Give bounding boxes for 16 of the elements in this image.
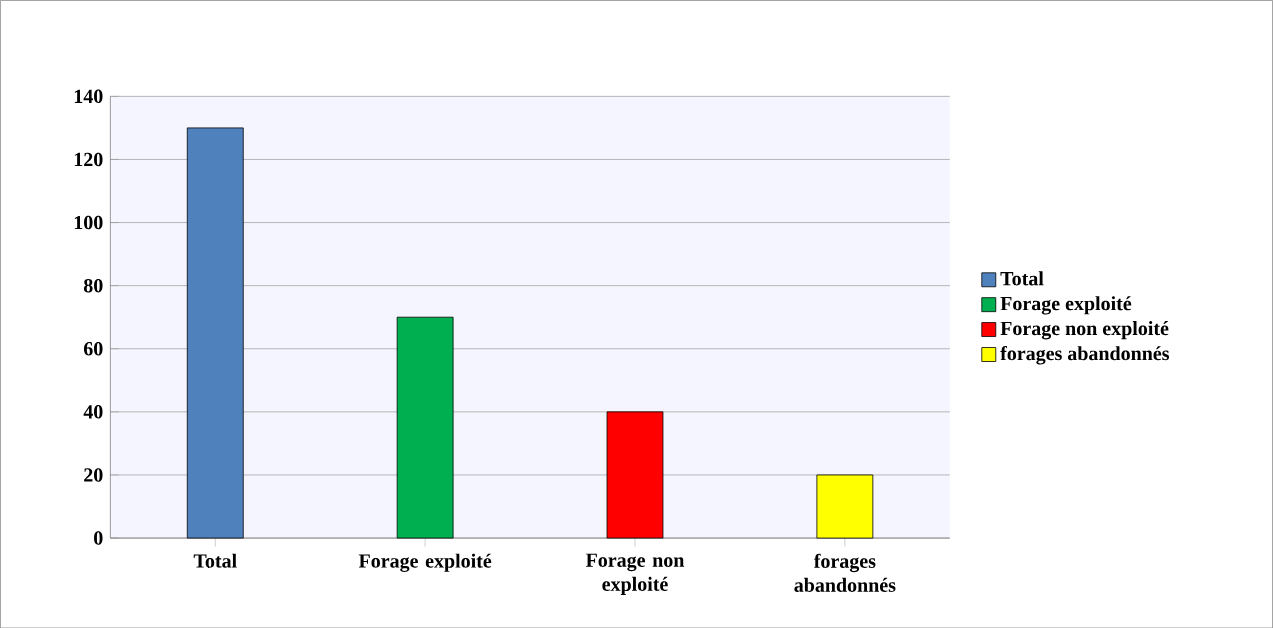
y-tick-label: 60 xyxy=(83,341,103,356)
legend-label: forages abandonnés xyxy=(1000,345,1170,365)
y-tick-label: 100 xyxy=(74,215,103,230)
y-tick-label: 0 xyxy=(94,531,103,545)
x-tick-label: Forage non exploité xyxy=(585,553,685,595)
legend-label: Total xyxy=(1000,271,1044,286)
x-tick-label: Total xyxy=(193,553,237,568)
y-tick-label: 140 xyxy=(74,89,103,103)
x-tick-label: forages abandonnés xyxy=(794,553,896,592)
legend-label: Forage exploité xyxy=(1000,296,1132,315)
y-tick-label: 40 xyxy=(83,404,103,419)
y-tick-label: 120 xyxy=(74,152,103,166)
x-tick-label: Forage exploité xyxy=(358,553,492,572)
legend-label: Forage non exploité xyxy=(1000,320,1169,340)
y-tick-label: 80 xyxy=(83,278,103,293)
y-tick-label: 20 xyxy=(84,468,103,482)
